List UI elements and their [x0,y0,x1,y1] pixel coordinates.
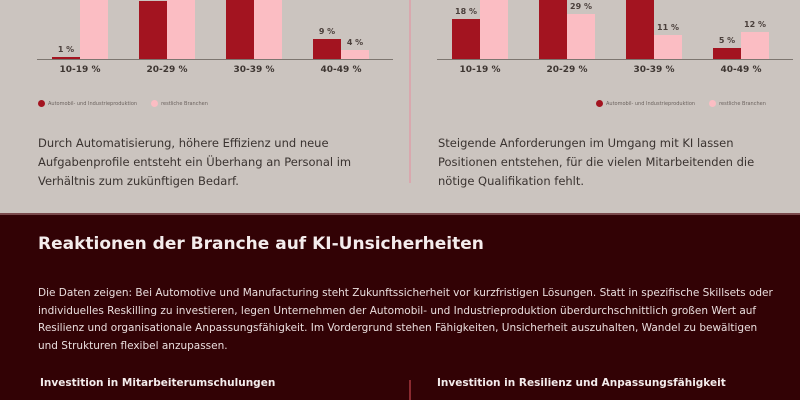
bar-automotive [713,48,741,59]
bar-group: 20-29 % [139,0,195,80]
legend-label: restliche Branchen [161,100,208,107]
bar-automotive [626,0,654,59]
legend-dot-dark-icon [38,100,45,107]
legend-dot-light-icon [709,100,717,107]
left-bar-chart: 1 % 10-19 % 20-29 % 30-39 % 9 % 4 % 40-49 % [35,0,395,80]
category-label: 30-39 % [633,65,675,75]
right-chart-legend: Automobil- und Industrieproduktion restl… [596,100,780,107]
bar-other-industries [567,14,595,59]
value-label: 11 % [657,23,679,32]
subheading-retraining: Investition in Mitarbeiterumschulungen [40,377,276,389]
category-label: 10-19 % [459,65,501,75]
x-axis [37,59,393,60]
category-label: 20-29 % [146,65,188,75]
bar-automotive [313,39,341,59]
vertical-divider [409,0,411,183]
left-chart-legend: Automobil- und Industrieproduktion restl… [38,100,222,107]
value-label: 5 % [718,36,736,45]
legend-label: Automobil- und Industrieproduktion [606,100,696,107]
value-label: 29 % [570,2,592,11]
subheading-resilience: Investition in Resilienz und Anpassungsf… [437,377,726,389]
bar-group: 29 % 20-29 % [539,0,595,80]
bar-automotive [452,19,480,59]
legend-item-automotive: Automobil- und Industrieproduktion [38,100,137,107]
reactions-section: Reaktionen der Branche auf KI-Unsicherhe… [0,213,800,400]
bottom-vertical-divider [409,380,411,400]
bar-group: 11 % 30-39 % [626,0,682,80]
category-label: 30-39 % [233,65,275,75]
bar-other-industries [80,0,108,59]
legend-dot-dark-icon [596,100,603,107]
legend-label: restliche Branchen [719,100,766,107]
value-label: 1 % [57,45,75,54]
bar-other-industries [341,50,369,59]
category-label: 20-29 % [546,65,588,75]
value-label: 18 % [455,7,477,16]
bar-other-industries [167,0,195,59]
bar-group: 9 % 4 % 40-49 % [313,0,369,80]
bar-other-industries [254,0,282,59]
bar-other-industries [480,0,508,59]
section-body: Die Daten zeigen: Bei Automotive und Man… [38,287,773,352]
bar-automotive [226,0,254,59]
bar-automotive [52,57,80,59]
bar-group: 1 % 10-19 % [52,0,108,80]
legend-dot-light-icon [151,100,159,107]
legend-label: Automobil- und Industrieproduktion [48,100,138,107]
category-label: 10-19 % [59,65,101,75]
category-label: 40-49 % [720,65,762,75]
legend-item-automotive: Automobil- und Industrieproduktion [596,100,695,107]
value-label: 9 % [318,27,336,36]
left-description: Durch Automatisierung, höhere Effizienz … [38,136,352,188]
value-label: 4 % [346,38,364,47]
section-title: Reaktionen der Branche auf KI-Unsicherhe… [38,234,484,254]
bar-other-industries [741,32,769,59]
bar-group: 5 % 12 % 40-49 % [713,0,769,80]
category-label: 40-49 % [320,65,362,75]
bar-automotive [139,1,167,59]
legend-item-other: restliche Branchen [151,100,208,107]
right-bar-chart: 18 % 10-19 % 29 % 20-29 % 11 % 30-39 % 5 % 12 %… [435,0,795,80]
charts-section: 1 % 10-19 % 20-29 % 30-39 % 9 % 4 % 40-49 % Au… [35,0,795,188]
bar-other-industries [654,35,682,59]
legend-item-other: restliche Branchen [709,100,766,107]
bar-group: 18 % 10-19 % [452,0,508,80]
value-label: 12 % [744,20,766,29]
right-description: Steigende Anforderungen im Umgang mit KI… [438,136,755,188]
bar-group: 30-39 % [226,0,282,80]
x-axis [437,59,793,60]
bar-automotive [539,0,567,59]
